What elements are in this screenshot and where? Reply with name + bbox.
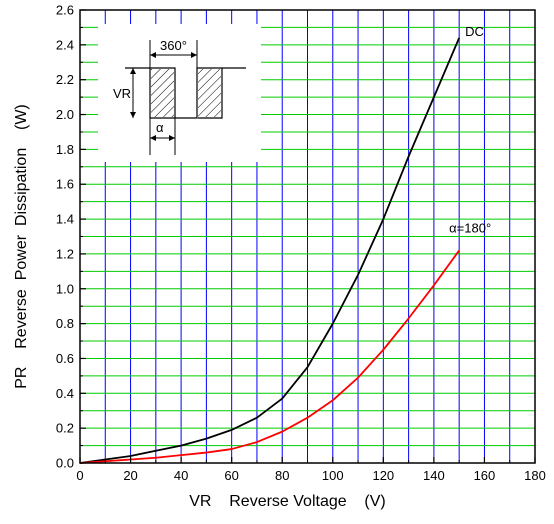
y-tick-label: 0.2 [56,421,74,436]
inset-hatched-pulse-2 [198,69,221,117]
y-tick-label: 2.2 [56,72,74,87]
y-tick-label: 0.4 [56,386,74,401]
x-axis-title: VR Reverse Voltage (V) [189,493,386,510]
series-label-alpha-180: α=180° [449,220,491,235]
inset-alpha-label: α [156,120,164,135]
x-tick-label: 100 [322,468,344,483]
y-tick-label: 0.0 [56,456,74,471]
y-tick-label: 2.0 [56,107,74,122]
inset-period-arrowhead-left [150,52,156,58]
inset-waveform-right-pulse [198,68,223,119]
waveform-inset: 360° VR α [98,24,261,162]
series-group [79,37,460,464]
y-tick-label: 0.8 [56,316,74,331]
y-axis-title: PR Reverse Power Dissipation (W) [13,104,30,389]
y-tick-label: 1.0 [56,281,74,296]
inset-vr-label: VR [113,86,131,101]
inset-vr-arrowhead-top [130,68,136,74]
series-label-dc: DC [465,24,484,39]
y-tick-label: 2.6 [56,3,74,18]
ticks [79,9,536,464]
inset-hatched-pulse-1 [151,69,174,117]
inset-period-label: 360° [160,38,187,53]
y-tick-label: 1.8 [56,142,74,157]
y-tick-label: 1.6 [56,177,74,192]
x-tick-label: 60 [224,468,238,483]
inset-period-arrowhead-right [191,52,197,58]
inset-alpha-arrowhead-right [169,135,175,141]
x-tick-label: 120 [372,468,394,483]
y-tick-label: 0.6 [56,351,74,366]
x-tick-label: 140 [423,468,445,483]
x-tick-label: 40 [174,468,188,483]
series-line-0 [79,37,460,464]
x-tick-label: 160 [474,468,496,483]
inset-background [98,24,261,162]
series-line-1 [79,249,460,464]
y-tick-label: 1.2 [56,246,74,261]
y-tick-label: 1.4 [56,212,74,227]
tick-labels: 0 20 40 60 80 100 120 140 160 180 0.0 0.2 0.4 0.6 0.8 1… [56,3,546,484]
x-tick-label: 20 [123,468,137,483]
inset-vr-arrowhead-bottom [130,112,136,118]
x-tick-label: 80 [275,468,289,483]
x-tick-label: 180 [524,468,546,483]
y-tick-label: 2.4 [56,37,74,52]
x-tick-label: 0 [76,468,83,483]
inset-waveform-top [125,67,246,119]
inset-alpha-arrowhead-left [150,135,156,141]
